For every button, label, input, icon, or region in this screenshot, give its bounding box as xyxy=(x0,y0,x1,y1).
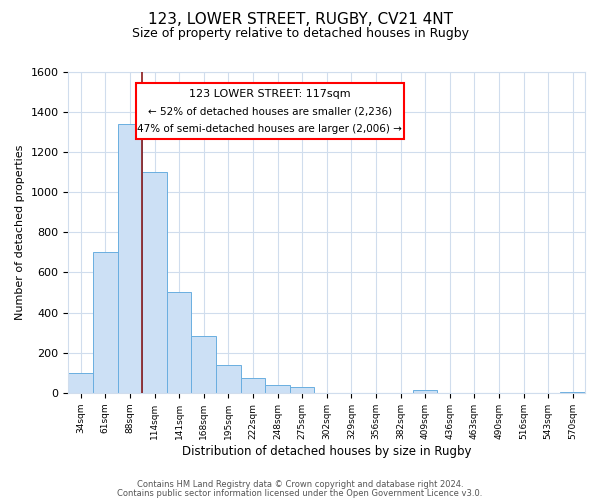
Bar xyxy=(241,378,265,393)
Bar xyxy=(167,292,191,393)
FancyBboxPatch shape xyxy=(136,82,404,139)
Bar xyxy=(265,385,290,393)
Bar xyxy=(191,336,216,393)
Text: 123 LOWER STREET: 117sqm: 123 LOWER STREET: 117sqm xyxy=(189,88,350,99)
Text: ← 52% of detached houses are smaller (2,236): ← 52% of detached houses are smaller (2,… xyxy=(148,107,392,117)
Bar xyxy=(118,124,142,393)
Bar xyxy=(142,172,167,393)
Text: Contains public sector information licensed under the Open Government Licence v3: Contains public sector information licen… xyxy=(118,488,482,498)
Text: Size of property relative to detached houses in Rugby: Size of property relative to detached ho… xyxy=(131,28,469,40)
Bar xyxy=(93,252,118,393)
Bar xyxy=(413,390,437,393)
Y-axis label: Number of detached properties: Number of detached properties xyxy=(15,144,25,320)
Bar xyxy=(560,392,585,393)
Text: Contains HM Land Registry data © Crown copyright and database right 2024.: Contains HM Land Registry data © Crown c… xyxy=(137,480,463,489)
Bar xyxy=(68,373,93,393)
X-axis label: Distribution of detached houses by size in Rugby: Distribution of detached houses by size … xyxy=(182,444,472,458)
Bar xyxy=(290,387,314,393)
Text: 47% of semi-detached houses are larger (2,006) →: 47% of semi-detached houses are larger (… xyxy=(137,124,403,134)
Bar xyxy=(216,364,241,393)
Text: 123, LOWER STREET, RUGBY, CV21 4NT: 123, LOWER STREET, RUGBY, CV21 4NT xyxy=(148,12,452,28)
